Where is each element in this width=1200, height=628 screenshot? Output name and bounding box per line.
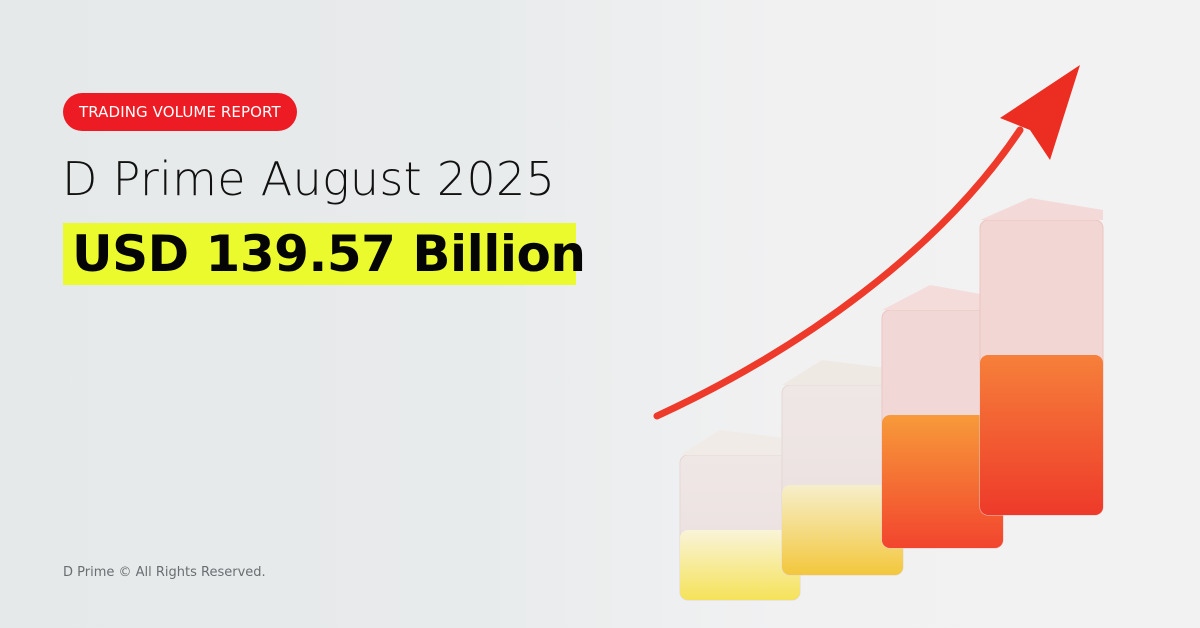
trading-volume-amount: USD 139.57 Billion (72, 225, 586, 283)
copyright-footer: D Prime © All Rights Reserved. (63, 565, 266, 580)
growth-illustration (653, 65, 1104, 601)
page-title: D Prime August 2025 (62, 152, 556, 206)
report-badge: TRADING VOLUME REPORT (63, 93, 297, 131)
amount-highlight (63, 223, 576, 285)
glass-bar-icon-4 (979, 198, 1104, 516)
rising-arrow-icon (653, 65, 1080, 420)
glass-bar-icon-2 (781, 360, 904, 576)
